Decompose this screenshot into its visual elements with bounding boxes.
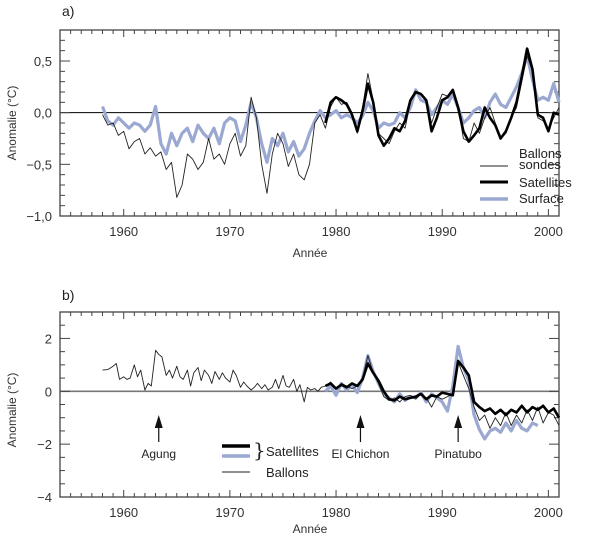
b-series-satellites-1 xyxy=(324,359,561,419)
a-xtick-label: 1960 xyxy=(109,224,138,239)
annotation-label: Pinatubo xyxy=(434,447,482,461)
legend-bracket: } xyxy=(253,438,266,462)
annotation-arrow-head-icon xyxy=(454,415,463,428)
annotation-label: Agung xyxy=(141,447,176,461)
panel-a-xlabel: Année xyxy=(293,246,328,260)
b-series-ballons xyxy=(102,349,560,429)
a-xtick-label: 1970 xyxy=(215,224,244,239)
legend-label-surface: Surface xyxy=(519,191,564,206)
b-ytick-label: −4 xyxy=(37,490,52,505)
legend-label-ballons-2: sondes xyxy=(519,157,561,172)
panel-b-ylabel: Anomalie (°C) xyxy=(5,373,19,448)
b-xtick-label: 1960 xyxy=(109,505,138,520)
a-ytick-label: −0,5 xyxy=(26,157,52,172)
panel-b-label: b) xyxy=(62,287,74,303)
legend-label-satellites: Satellites xyxy=(266,444,319,459)
annotation-pinatubo: Pinatubo xyxy=(434,415,482,461)
a-xtick-label: 1980 xyxy=(322,224,351,239)
b-xtick-label: 1970 xyxy=(215,505,244,520)
a-ytick-label: −1,0 xyxy=(26,209,52,224)
a-series-ballons-sondes xyxy=(102,55,560,198)
panel-b-xlabel: Année xyxy=(293,522,328,536)
a-ytick-label: 0,5 xyxy=(34,54,52,69)
panel-b-legend: } Satellites Ballons xyxy=(222,438,319,480)
a-series-satellites xyxy=(324,47,560,147)
annotation-agung: Agung xyxy=(141,415,176,461)
b-xtick-label: 1980 xyxy=(322,505,351,520)
panel-a-label: a) xyxy=(62,3,74,19)
b-ytick-label: −2 xyxy=(37,437,52,452)
panel-b: b) Anomalie (°C) Année 1960 1970 1980 1990 2… xyxy=(5,287,563,536)
a-ytick-label: 0,0 xyxy=(34,106,52,121)
b-xtick-label: 1990 xyxy=(428,505,457,520)
annotation-arrow-head-icon xyxy=(154,415,163,428)
b-plot-frame xyxy=(59,311,560,498)
b-xtick-label: 2000 xyxy=(534,505,563,520)
b-ytick-label: 0 xyxy=(45,384,52,399)
panel-a-legend: Ballons sondes Satellites Surface xyxy=(480,146,572,206)
legend-label-ballons-1: Ballons xyxy=(519,146,562,161)
annotation-arrow-head-icon xyxy=(356,415,365,428)
b-series-satellites-2 xyxy=(324,344,539,441)
panel-a-ylabel: Anomalie (°C) xyxy=(5,86,19,161)
a-xtick-label: 2000 xyxy=(534,224,563,239)
annotation-label: El Chichon xyxy=(331,447,389,461)
b-ytick-label: 2 xyxy=(45,331,52,346)
annotation-el-chichon: El Chichon xyxy=(331,415,389,461)
a-xtick-label: 1990 xyxy=(428,224,457,239)
legend-label-ballons: Ballons xyxy=(266,465,309,480)
panel-a: a) Anomalie (°C) Année 1960 1970 1980 1990 2… xyxy=(5,3,572,260)
legend-label-satellites: Satellites xyxy=(519,175,572,190)
